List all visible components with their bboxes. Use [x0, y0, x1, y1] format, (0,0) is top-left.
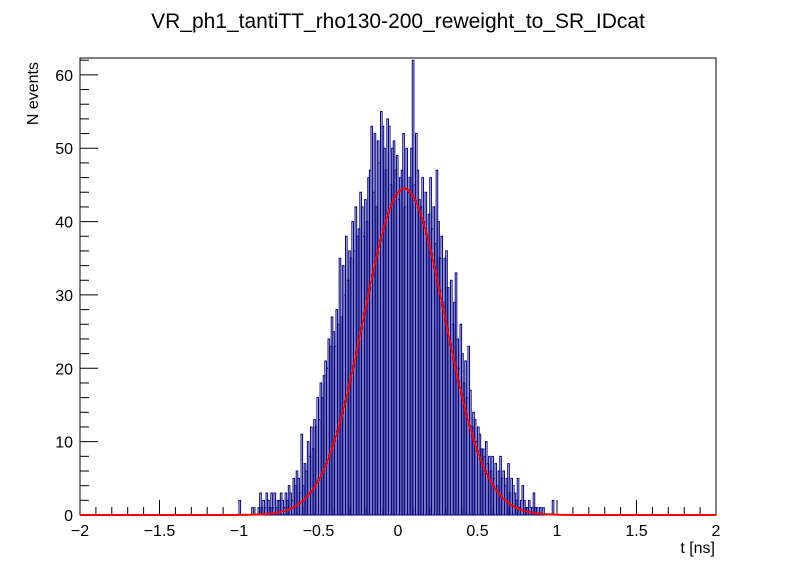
y-tick-label: 0 — [64, 508, 73, 525]
y-tick-label: 50 — [55, 141, 73, 158]
x-tick-label: 0.5 — [466, 523, 488, 540]
y-tick-label: 40 — [55, 215, 73, 232]
y-tick-label: 30 — [55, 288, 73, 305]
histogram-bin — [238, 499, 242, 515]
x-tick-label: −0.5 — [303, 523, 335, 540]
histogram-bin — [516, 477, 520, 515]
histogram-bin — [270, 492, 273, 515]
x-tick-label: −2 — [71, 523, 89, 540]
y-axis-label: N events — [25, 62, 42, 125]
histogram-bin — [273, 492, 277, 515]
histogram-bin — [532, 492, 536, 515]
x-tick-label: 1.5 — [625, 523, 647, 540]
y-tick-label: 60 — [55, 68, 73, 85]
x-tick-label: 0 — [394, 523, 403, 540]
x-axis-label: t [ns] — [680, 540, 715, 557]
histogram-bins — [80, 59, 716, 516]
histogram-bin — [259, 492, 262, 515]
x-tick-label: −1 — [230, 523, 248, 540]
histogram-bin — [551, 499, 555, 515]
histogram-bin — [542, 507, 545, 515]
x-tick-label: −1.5 — [144, 523, 176, 540]
histogram-bin — [300, 433, 304, 515]
histogram-bin — [507, 463, 510, 515]
histogram-bin — [539, 507, 542, 515]
chart-title: VR_ph1_tantiTT_rho130-200_reweight_to_SR… — [151, 10, 645, 33]
histogram-bin — [535, 507, 539, 515]
y-tick-label: 20 — [55, 361, 73, 378]
x-tick-label: 2 — [712, 523, 721, 540]
fit-curve — [80, 187, 716, 516]
y-tick-label: 10 — [55, 435, 73, 452]
x-tick-label: 1 — [553, 523, 562, 540]
histogram-bin — [251, 507, 254, 515]
